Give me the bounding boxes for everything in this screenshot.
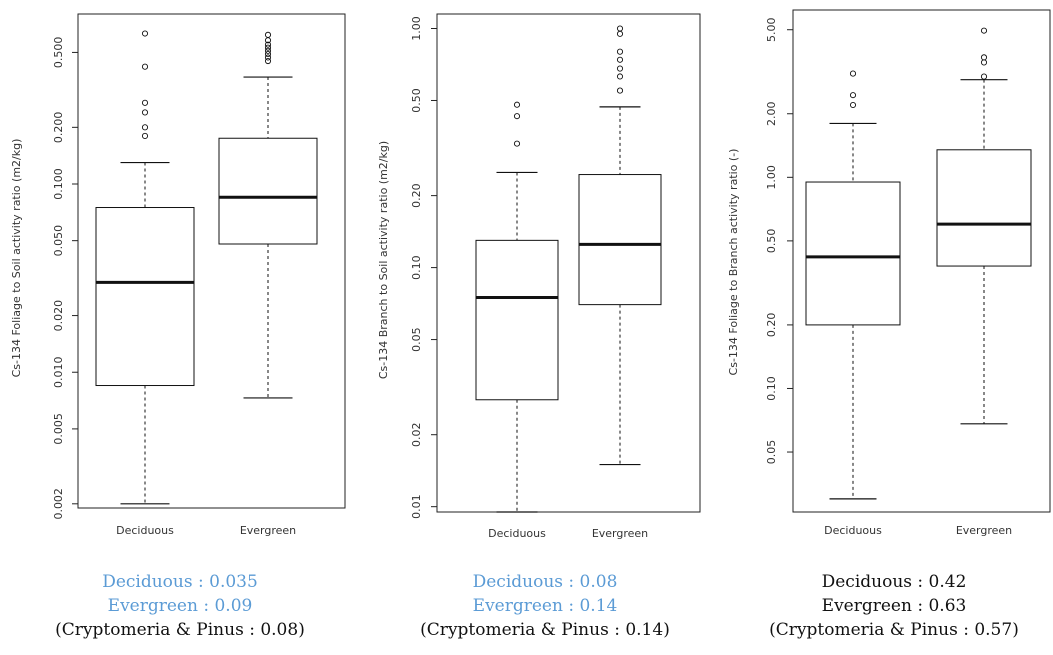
- outlier-point: [980, 73, 988, 80]
- y-tick-label: 0.02: [410, 422, 423, 447]
- outlier-point: [849, 70, 857, 77]
- y-tick-label: 0.05: [765, 440, 778, 465]
- y-tick-label: 5.00: [765, 17, 778, 42]
- outlier-point: [616, 25, 624, 32]
- y-tick-label: 0.002: [52, 488, 65, 520]
- caption-evergreen: Evergreen : 0.14: [472, 596, 618, 616]
- x-category-label: Deciduous: [116, 524, 174, 537]
- caption-cryptomeria-pinus: (Cryptomeria & Pinus : 0.14): [420, 620, 670, 640]
- caption-evergreen: Evergreen : 0.09: [107, 596, 253, 616]
- y-tick-label: 0.050: [52, 225, 65, 256]
- outlier-point: [141, 99, 149, 106]
- y-axis-label: Cs-134 Foliage to Branch activity ratio …: [727, 149, 740, 376]
- caption-deciduous: Deciduous : 0.08: [472, 572, 618, 592]
- y-tick-label: 0.50: [765, 229, 778, 254]
- x-category-label: Evergreen: [592, 527, 648, 540]
- y-axis-label: Cs-134 Foliage to Soil activity ratio (m…: [10, 139, 23, 378]
- y-tick-label: 0.10: [410, 255, 423, 280]
- panel-foliage-soil: Cs-134 Foliage to Soil activity ratio (m…: [10, 13, 346, 537]
- outlier-point: [616, 30, 624, 37]
- y-tick-label: 0.01: [410, 494, 423, 519]
- caption-evergreen: Evergreen : 0.63: [821, 596, 967, 616]
- panel-branch-soil: Cs-134 Branch to Soil activity ratio (m2…: [377, 13, 701, 540]
- x-category-label: Deciduous: [488, 527, 546, 540]
- outlier-point: [980, 27, 988, 34]
- iqr-box: [475, 239, 559, 401]
- outlier-point: [264, 54, 272, 61]
- outlier-point: [141, 30, 149, 37]
- outlier-point: [513, 101, 521, 108]
- outlier-point: [264, 51, 272, 58]
- x-category-label: Evergreen: [240, 524, 296, 537]
- x-category-label: Deciduous: [824, 524, 882, 537]
- panel-foliage-branch: Cs-134 Foliage to Branch activity ratio …: [727, 9, 1051, 537]
- outlier-point: [849, 101, 857, 109]
- iqr-box: [95, 207, 195, 387]
- x-category-label: Evergreen: [956, 524, 1012, 537]
- y-tick-label: 0.010: [52, 356, 65, 388]
- plot-frame: [792, 9, 1051, 513]
- y-tick-label: 0.100: [52, 168, 65, 200]
- outlier-point: [616, 48, 624, 55]
- caption-panel-3: Deciduous : 0.42 Evergreen : 0.63 (Crypt…: [735, 570, 1053, 642]
- outlier-point: [141, 124, 149, 131]
- plot-frame: [436, 13, 701, 513]
- y-tick-label: 0.020: [52, 300, 65, 332]
- outlier-point: [980, 59, 988, 66]
- outlier-point: [513, 113, 521, 120]
- outlier-point: [141, 63, 149, 70]
- y-tick-label: 0.200: [52, 112, 65, 143]
- y-tick-label: 0.10: [765, 376, 778, 401]
- y-tick-label: 0.005: [52, 413, 65, 445]
- caption-deciduous: Deciduous : 0.035: [102, 572, 258, 592]
- outlier-point: [264, 41, 272, 48]
- outlier-point: [264, 31, 272, 38]
- iqr-box: [218, 137, 318, 245]
- caption-cryptomeria-pinus: (Cryptomeria & Pinus : 0.08): [55, 620, 305, 640]
- y-tick-label: 0.20: [765, 313, 778, 338]
- outlier-point: [264, 57, 272, 65]
- y-tick-label: 0.500: [52, 37, 65, 69]
- outlier-point: [616, 56, 624, 63]
- iqr-box: [936, 149, 1032, 267]
- y-tick-label: 0.05: [410, 327, 423, 352]
- caption-panel-1: Deciduous : 0.035 Evergreen : 0.09 (Cryp…: [20, 570, 340, 642]
- y-tick-label: 1.00: [765, 165, 778, 190]
- plot-frame: [77, 13, 346, 509]
- outlier-point: [141, 132, 149, 139]
- outlier-point: [513, 140, 521, 147]
- y-tick-label: 0.20: [410, 183, 423, 208]
- outlier-point: [264, 44, 272, 51]
- outlier-point: [616, 87, 624, 94]
- iqr-box: [805, 181, 901, 326]
- caption-cryptomeria-pinus: (Cryptomeria & Pinus : 0.57): [769, 620, 1019, 640]
- y-axis-label: Cs-134 Branch to Soil activity ratio (m2…: [377, 141, 390, 379]
- caption-deciduous: Deciduous : 0.42: [821, 572, 967, 592]
- outlier-point: [980, 54, 988, 61]
- outlier-point: [616, 73, 624, 80]
- outlier-point: [849, 92, 857, 99]
- y-tick-label: 0.50: [410, 88, 423, 113]
- y-tick-label: 1.00: [410, 16, 423, 40]
- iqr-box: [578, 174, 662, 306]
- outlier-point: [141, 109, 149, 116]
- outlier-point: [616, 65, 624, 72]
- y-tick-label: 2.00: [765, 102, 778, 127]
- outlier-point: [264, 47, 272, 54]
- caption-panel-2: Deciduous : 0.08 Evergreen : 0.14 (Crypt…: [385, 570, 705, 642]
